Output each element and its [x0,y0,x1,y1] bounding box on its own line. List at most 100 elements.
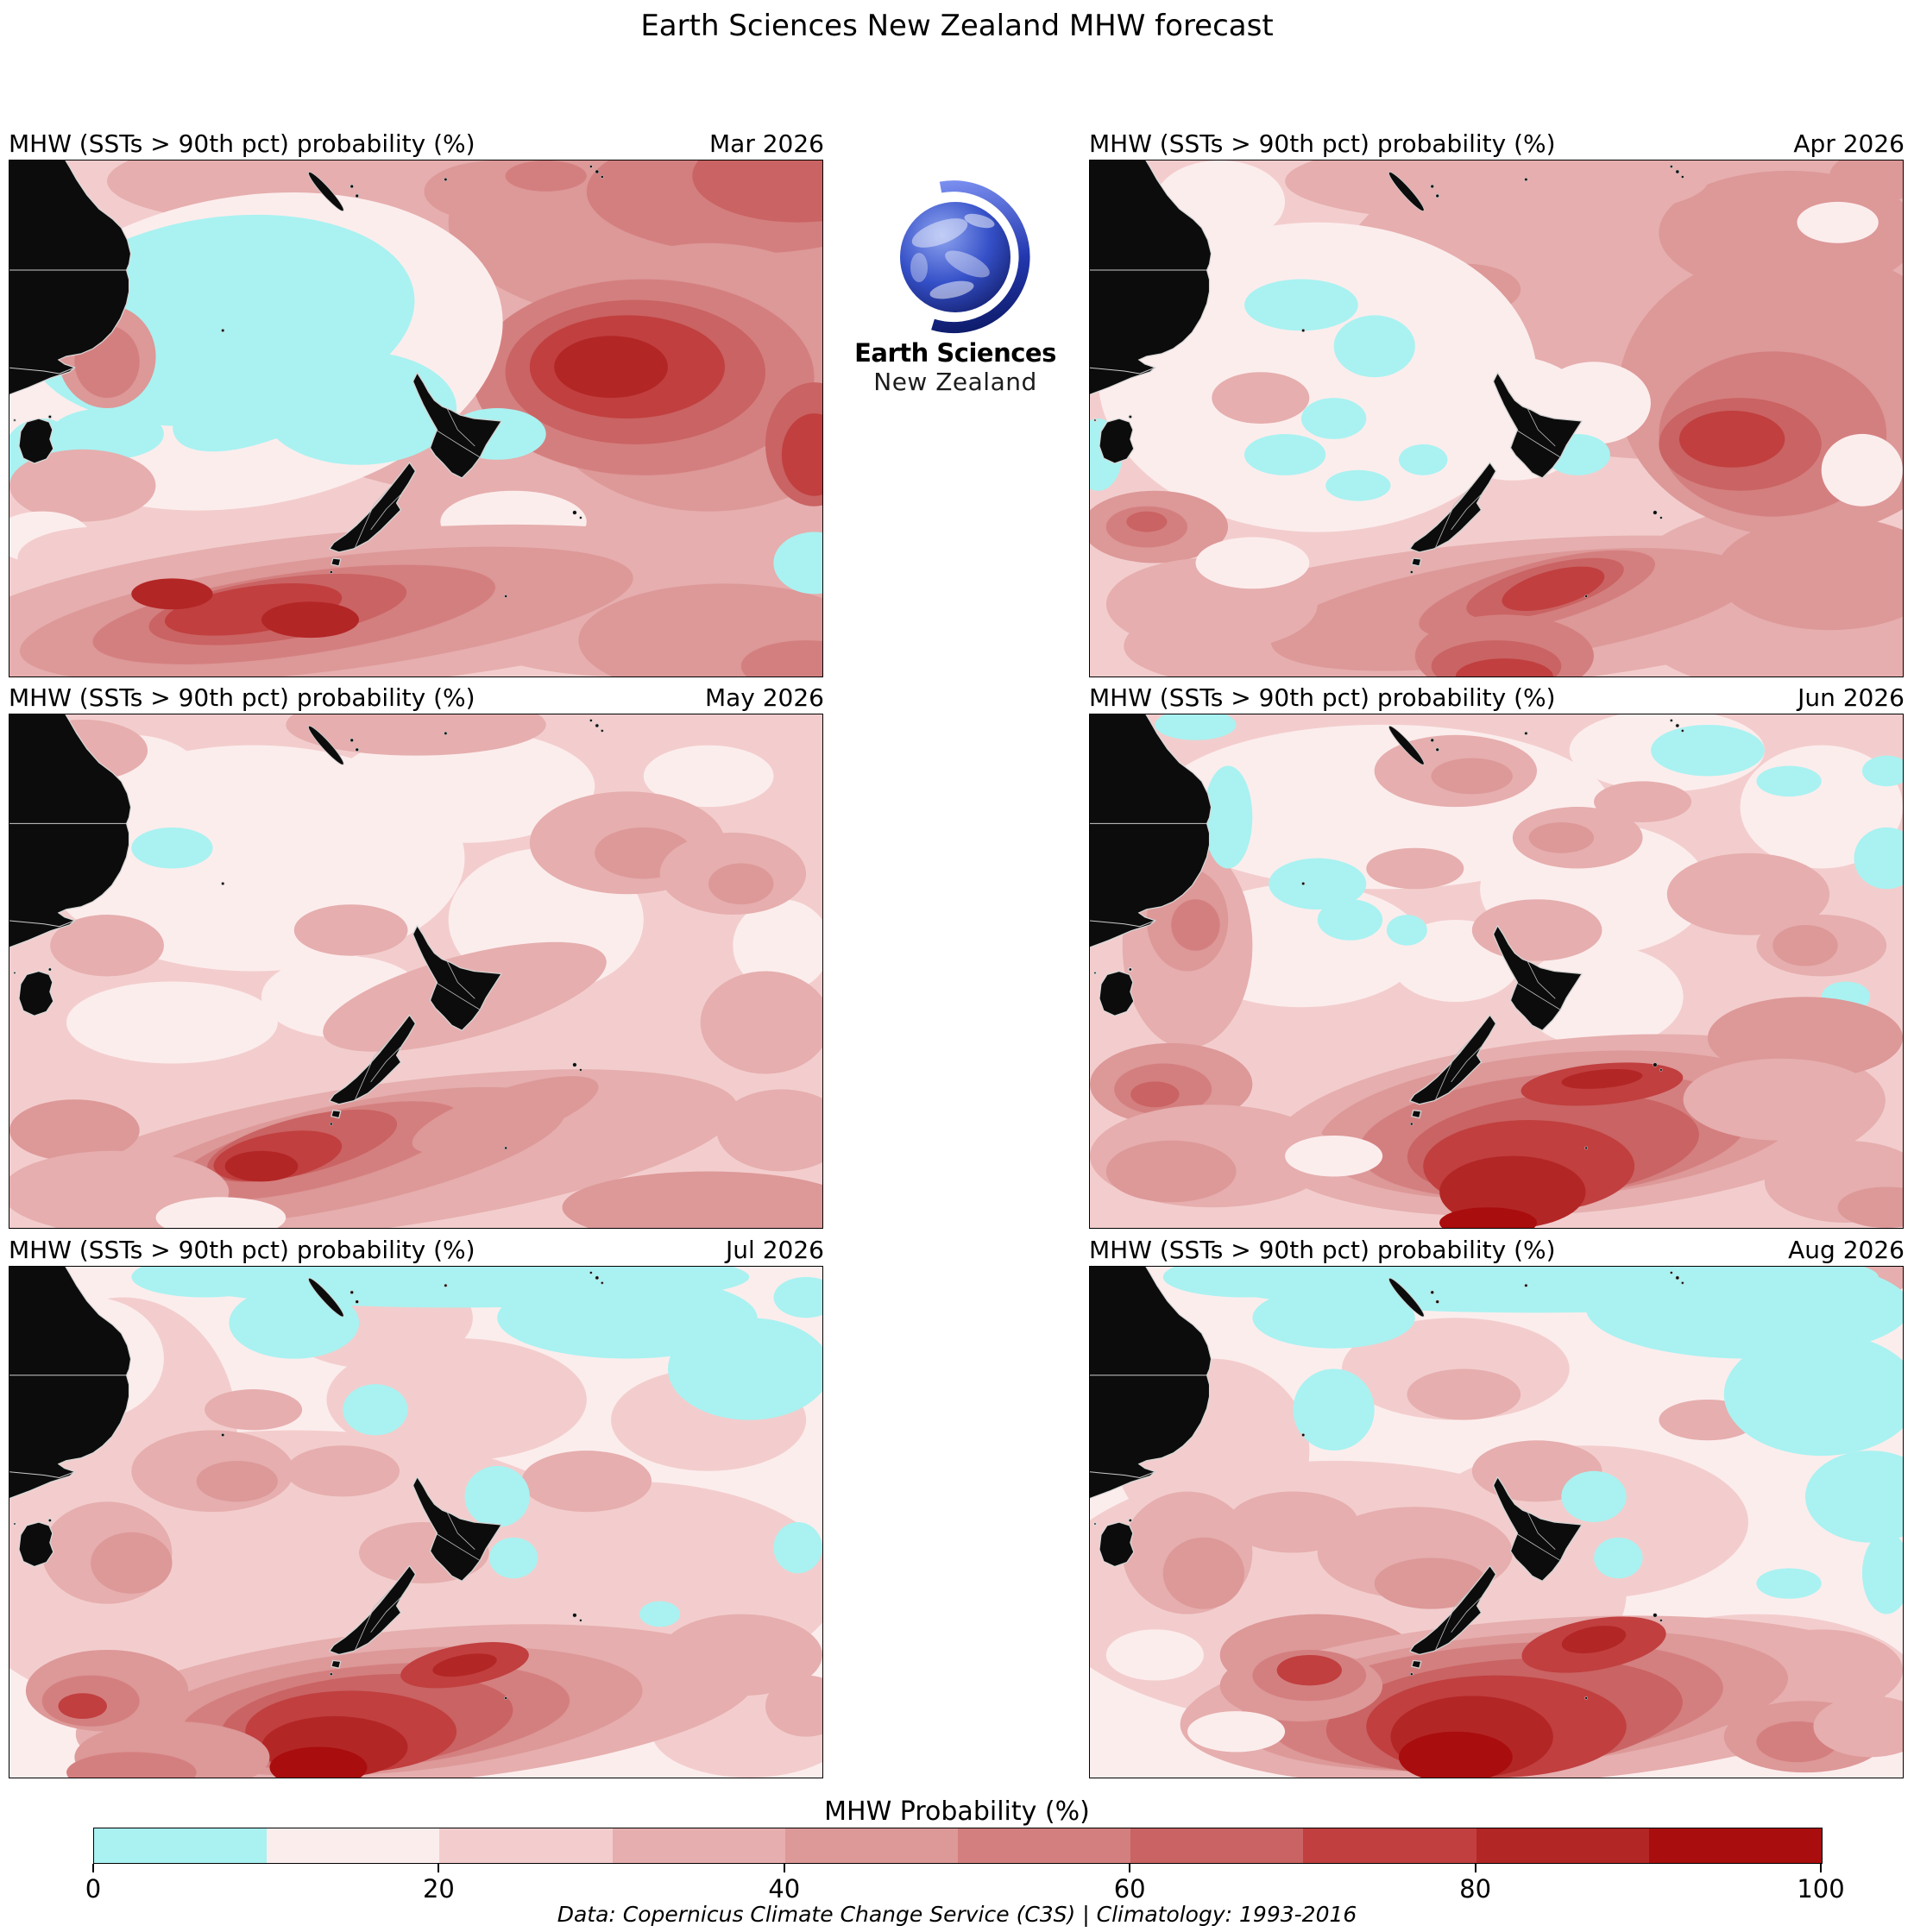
globe-icon [900,180,1030,334]
panel-variable-label: MHW (SSTs > 90th pct) probability (%) [1089,683,1556,712]
state-borders [1090,269,1207,374]
panel-variable-label: MHW (SSTs > 90th pct) probability (%) [9,1236,475,1264]
small-islands [1301,165,1684,598]
figure-title: Earth Sciences New Zealand MHW forecast [640,9,1274,43]
new-zealand-landmass [329,372,502,567]
new-caledonia-island [1388,172,1440,211]
australia-landmass [1090,1267,1212,1568]
mhw-forecast-panel: MHW (SSTs > 90th pct) probability (%) Ju… [9,1232,824,1778]
nz-region-boundaries [1435,1512,1561,1650]
logo-text-line1: Earth Sciences [854,338,1056,368]
panel-month-label: Jul 2026 [726,1236,824,1264]
australia-landmass [9,714,132,1016]
colorbar-tick-label: 100 [1797,1874,1845,1904]
small-islands [1301,1271,1684,1700]
new-zealand-landmass [1409,372,1583,567]
mhw-forecast-panel: MHW (SSTs > 90th pct) probability (%) Ma… [9,126,824,677]
panel-month-label: May 2026 [704,683,824,712]
state-borders [9,269,127,374]
mhw-probability-map [1090,1267,1903,1778]
small-islands [1301,719,1684,1150]
colorbar [93,1828,1823,1864]
new-zealand-landmass [1409,925,1583,1119]
map-frame [9,160,823,677]
mhw-forecast-panel: MHW (SSTs > 90th pct) probability (%) Ma… [9,680,824,1229]
colorbar-segment [1476,1828,1649,1863]
nz-region-boundaries [1435,961,1561,1099]
colorbar-tick-label: 20 [422,1874,455,1904]
colorbar-segment [1303,1828,1476,1863]
mhw-probability-map [1090,714,1903,1228]
colorbar-segment [94,1828,268,1863]
australia-landmass [1090,714,1212,1016]
mhw-forecast-panel: MHW (SSTs > 90th pct) probability (%) Au… [1089,1232,1905,1778]
small-islands [221,1271,604,1700]
map-frame [9,1266,823,1778]
mhw-probability-map [9,714,822,1228]
colorbar-tick-label: 80 [1459,1874,1492,1904]
colorbar-axis: 0 20 40 60 80 100 [85,1864,1845,1911]
panel-header: MHW (SSTs > 90th pct) probability (%) Ju… [9,1232,824,1266]
state-borders [9,1375,127,1479]
mhw-forecast-panel: MHW (SSTs > 90th pct) probability (%) Ju… [1089,680,1905,1229]
colorbar-segment [612,1828,785,1863]
colorbar-tick [1820,1864,1822,1872]
mhw-probability-map [1090,160,1903,677]
map-frame [1089,160,1904,677]
colorbar-tick-label: 60 [1113,1874,1146,1904]
colorbar-segment [1648,1828,1823,1863]
state-borders [9,822,127,928]
new-caledonia-island [1388,1277,1440,1318]
mhw-probability-map [9,1267,822,1778]
new-caledonia-island [308,172,360,211]
map-frame [1089,1266,1904,1778]
data-source-note: Data: Copernicus Climate Change Service … [557,1902,1357,1927]
panel-month-label: Mar 2026 [709,129,824,158]
colorbar-segment [439,1828,613,1863]
panel-header: MHW (SSTs > 90th pct) probability (%) Ma… [9,126,824,160]
colorbar-tick [92,1864,94,1872]
colorbar-title: MHW Probability (%) [824,1797,1090,1827]
mhw-forecast-panel: MHW (SSTs > 90th pct) probability (%) Ap… [1089,126,1905,677]
colorbar-tick-label: 0 [85,1874,102,1904]
panel-variable-label: MHW (SSTs > 90th pct) probability (%) [9,683,475,712]
colorbar-segment [1130,1828,1304,1863]
panel-header: MHW (SSTs > 90th pct) probability (%) Ap… [1089,126,1905,160]
colorbar-tick [438,1864,440,1872]
panel-month-label: Jun 2026 [1798,683,1905,712]
colorbar-segment [267,1828,440,1863]
panel-header: MHW (SSTs > 90th pct) probability (%) Au… [1089,1232,1905,1266]
colorbar-tick [1474,1864,1476,1872]
panel-variable-label: MHW (SSTs > 90th pct) probability (%) [9,129,475,158]
map-frame [9,714,823,1229]
australia-landmass [1090,160,1212,464]
panel-variable-label: MHW (SSTs > 90th pct) probability (%) [1089,129,1556,158]
panel-variable-label: MHW (SSTs > 90th pct) probability (%) [1089,1236,1556,1264]
earth-sciences-nz-logo: Earth Sciences New Zealand [824,173,1086,396]
new-caledonia-island [1388,725,1440,765]
nz-region-boundaries [355,1512,481,1650]
colorbar-tick [783,1864,785,1872]
mhw-probability-map [9,160,822,677]
nz-region-boundaries [355,961,481,1099]
panel-month-label: Aug 2026 [1788,1236,1905,1264]
map-frame [1089,714,1904,1229]
colorbar-segment [784,1828,959,1863]
new-caledonia-island [308,1277,360,1318]
panel-month-label: Apr 2026 [1793,129,1905,158]
nz-region-boundaries [355,408,481,548]
nz-region-boundaries [1435,408,1561,548]
state-borders [1090,1375,1207,1479]
small-islands [221,719,604,1150]
australia-landmass [9,1267,132,1568]
australia-landmass [9,160,132,464]
colorbar-tick [1129,1864,1131,1872]
new-zealand-landmass [1409,1476,1583,1669]
new-zealand-landmass [329,925,502,1119]
panel-header: MHW (SSTs > 90th pct) probability (%) Ma… [9,680,824,714]
new-zealand-landmass [329,1476,502,1669]
colorbar-tick-label: 40 [768,1874,801,1904]
new-caledonia-island [308,725,360,765]
colorbar-segment [958,1828,1131,1863]
